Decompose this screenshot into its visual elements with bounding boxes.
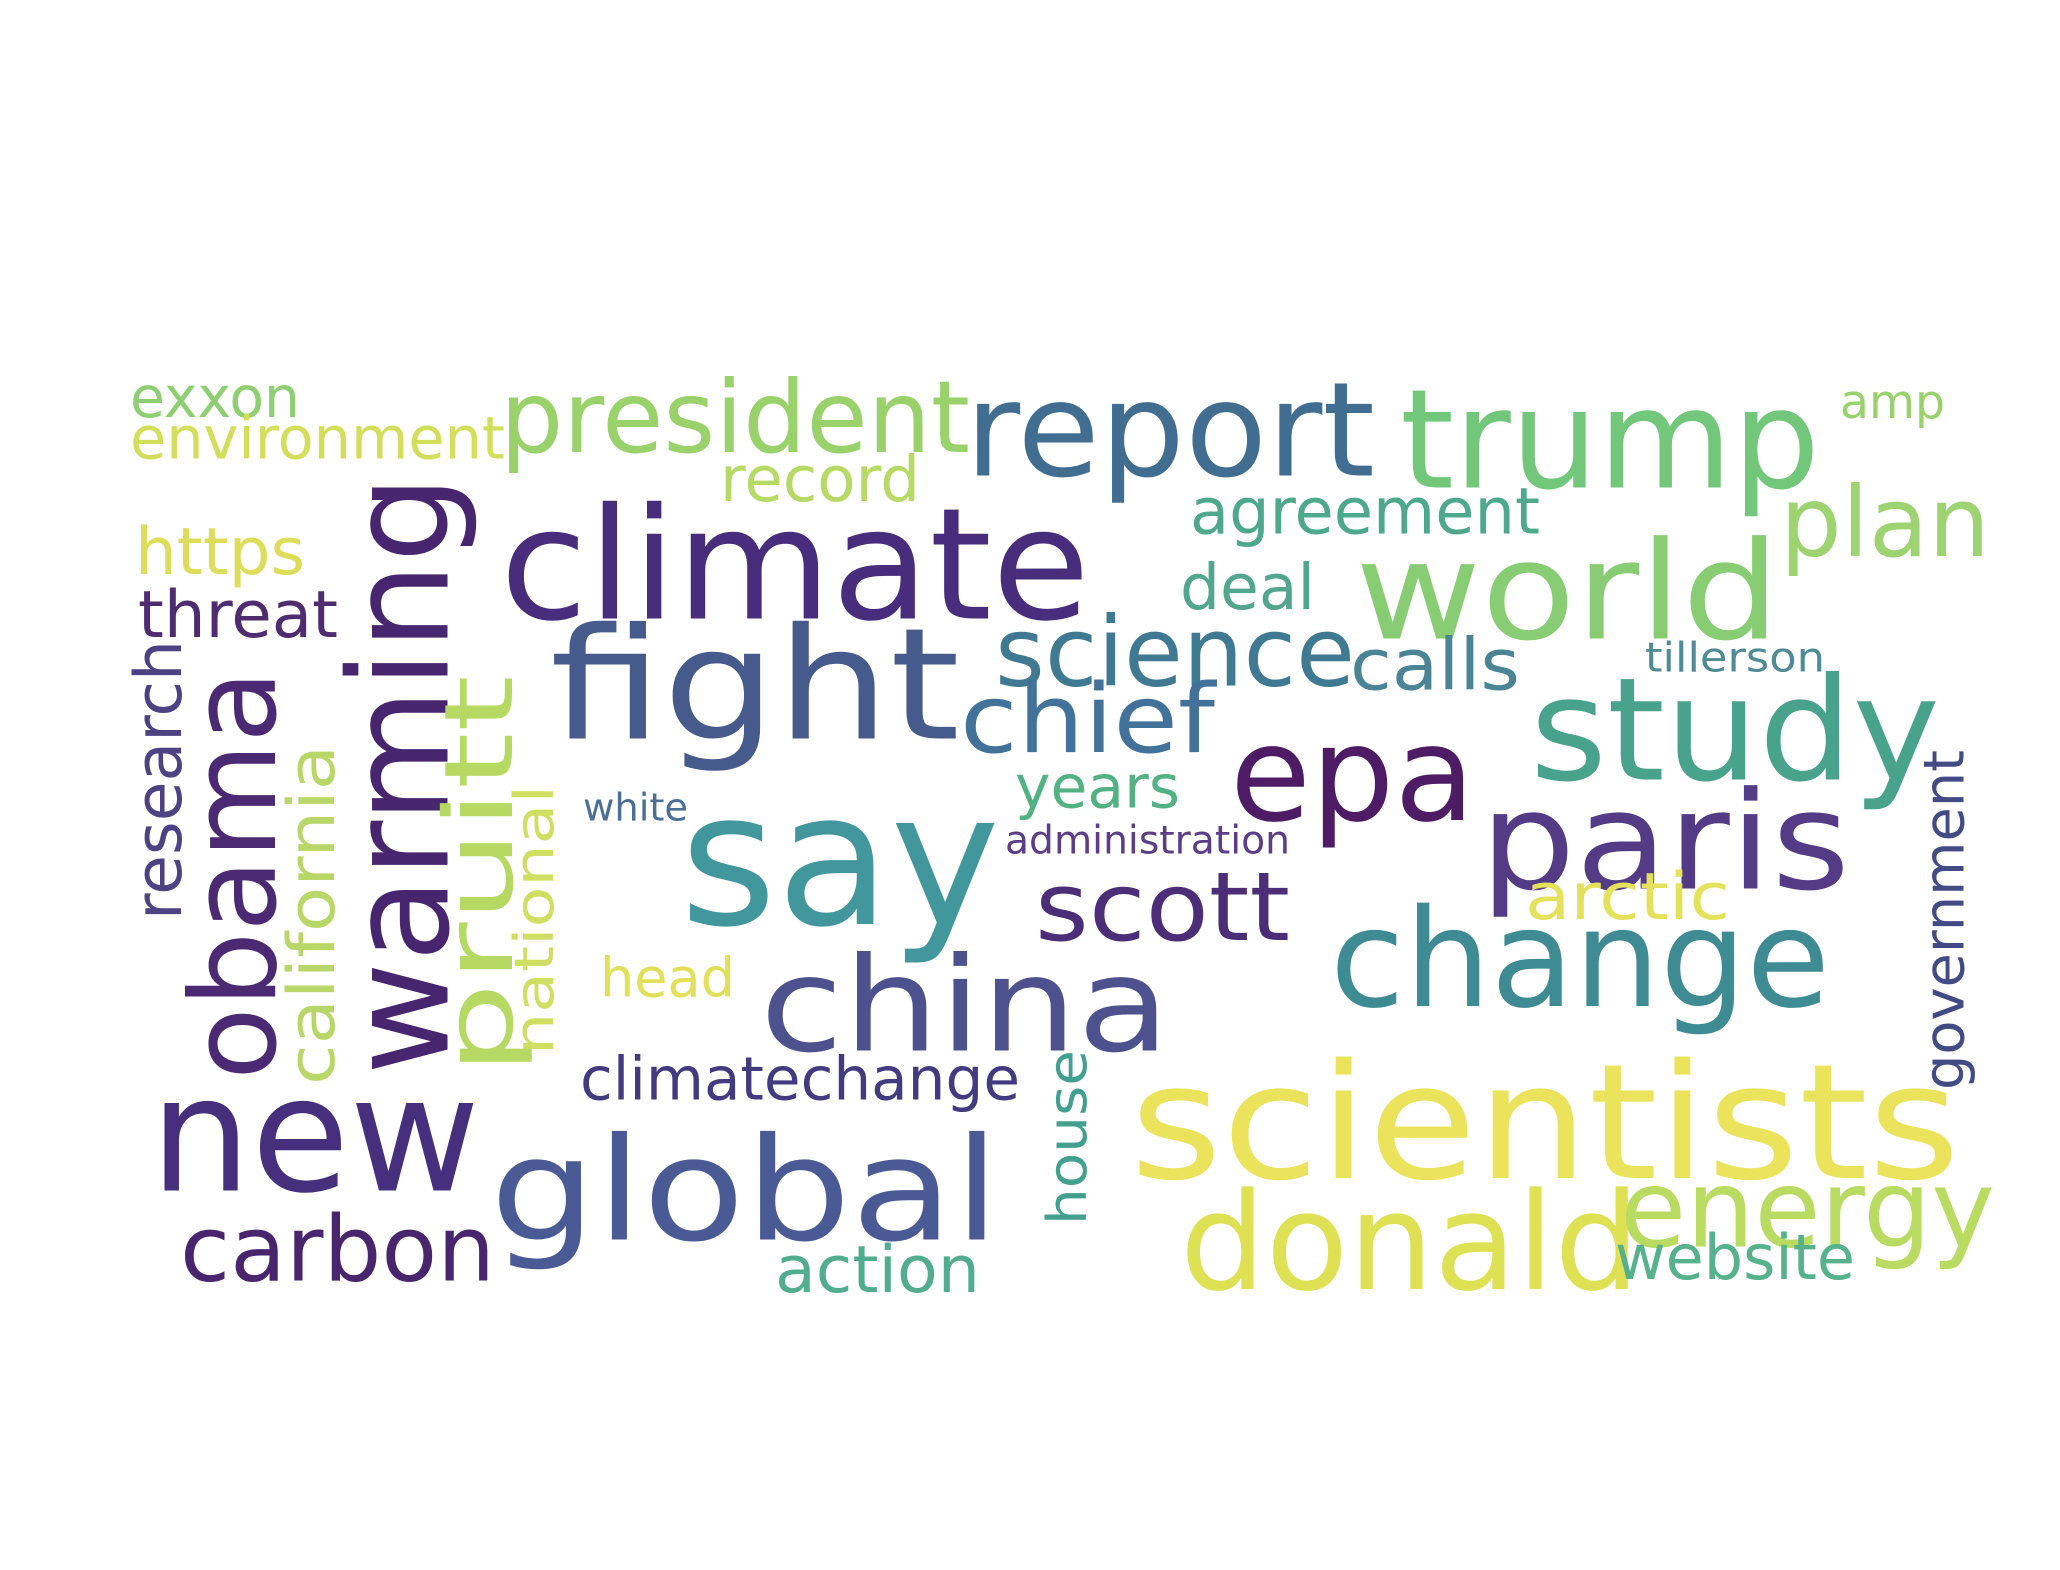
word-say: say: [680, 752, 1000, 968]
word-climatechange: climatechange: [580, 1045, 1020, 1115]
word-website: website: [1615, 1221, 1855, 1294]
word-administration: administration: [1005, 819, 1290, 864]
word-calls: calls: [1350, 624, 1520, 707]
word-plan: plan: [1780, 466, 1990, 579]
word-scientists: scientists: [1130, 1029, 1960, 1216]
word-environment: environment: [130, 404, 505, 473]
word-epa: epa: [1230, 698, 1475, 852]
word-new: new: [150, 1042, 480, 1229]
word-california: california: [275, 745, 350, 1085]
word-agreement: agreement: [1190, 476, 1540, 550]
word-action: action: [775, 1233, 980, 1308]
word-government: government: [1913, 750, 1978, 1090]
word-scott: scott: [1035, 853, 1290, 963]
word-president: president: [500, 359, 970, 476]
word-climate: climate: [500, 475, 1090, 656]
word-exxon: exxon: [130, 365, 300, 431]
word-white: white: [583, 786, 688, 830]
word-report: report: [965, 354, 1375, 507]
word-study: study: [1530, 647, 1940, 814]
word-donald: donald: [1180, 1164, 1640, 1321]
word-arctic: arctic: [1525, 860, 1730, 935]
word-house: house: [1036, 1050, 1099, 1225]
word-record: record: [720, 443, 920, 516]
word-tillerson: tillerson: [1645, 634, 1825, 682]
word-fight: fight: [550, 595, 960, 776]
word-head: head: [600, 947, 735, 1010]
word-pruitt: pruitt: [425, 675, 535, 1075]
word-chief: chief: [960, 665, 1218, 775]
word-paris: paris: [1480, 764, 1850, 922]
word-deal: deal: [1180, 551, 1315, 624]
word-amp: amp: [1840, 375, 1945, 430]
word-china: china: [760, 929, 1170, 1082]
word-science: science: [995, 597, 1355, 709]
word-years: years: [1015, 753, 1180, 823]
word-world: world: [1355, 514, 1780, 672]
word-carbon: carbon: [180, 1198, 495, 1303]
word-trump: trump: [1400, 360, 1820, 521]
word-obama: obama: [166, 670, 304, 1080]
word-research: research: [122, 640, 197, 920]
word-threat: threat: [138, 578, 338, 653]
word-https: https: [135, 515, 305, 590]
word-national: national: [503, 785, 566, 1055]
word-change: change: [1330, 881, 1830, 1039]
word-energy: energy: [1620, 1148, 1995, 1273]
word-warming: warming: [320, 475, 481, 1075]
word-global: global: [490, 1107, 1000, 1274]
